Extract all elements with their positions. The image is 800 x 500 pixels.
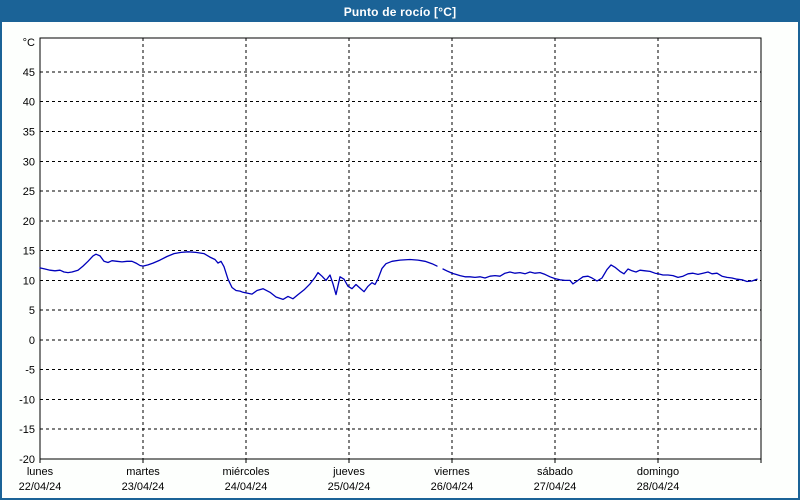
y-tick-label: 25 xyxy=(23,186,35,198)
dewpoint-series-line xyxy=(442,264,758,285)
x-day-name-label: viernes xyxy=(434,466,470,478)
y-tick-label: 5 xyxy=(29,305,35,317)
chart-title-bar: Punto de rocío [°C] xyxy=(2,2,798,22)
x-day-name-label: martes xyxy=(126,466,160,478)
x-day-date-label: 27/04/24 xyxy=(534,481,577,493)
x-day-date-label: 25/04/24 xyxy=(328,481,371,493)
x-day-date-label: 26/04/24 xyxy=(431,481,474,493)
chart-area: 45 40 35 30 25 20 15 10 5 0 -5 -10 -15 -20 °C lunes 22/0… xyxy=(2,22,798,498)
dewpoint-chart-svg: 45 40 35 30 25 20 15 10 5 0 -5 -10 -15 -20 °C lunes 22/0… xyxy=(19,37,762,493)
x-day-date-label: 22/04/24 xyxy=(19,481,62,493)
x-day-date-label: 24/04/24 xyxy=(225,481,268,493)
x-day-name-label: miércoles xyxy=(222,466,270,478)
y-tick-label: 30 xyxy=(23,156,35,168)
dewpoint-series-line xyxy=(39,251,438,301)
y-tick-label: 40 xyxy=(23,97,35,109)
y-tick-label: 20 xyxy=(23,216,35,228)
y-tick-label: 10 xyxy=(23,275,35,287)
x-day-name-label: sábado xyxy=(537,466,573,478)
x-day-date-label: 23/04/24 xyxy=(122,481,165,493)
y-tick-label: -10 xyxy=(19,394,35,406)
y-tick-label: 0 xyxy=(29,335,35,347)
x-day-name-label: jueves xyxy=(332,466,365,478)
y-tick-label: -15 xyxy=(19,424,35,436)
plot-border xyxy=(39,37,762,460)
chart-title: Punto de rocío [°C] xyxy=(343,5,457,19)
y-tick-label: -5 xyxy=(25,365,35,377)
y-tick-label: -20 xyxy=(19,454,35,466)
x-day-name-label: domingo xyxy=(637,466,679,478)
y-axis-unit-label: °C xyxy=(23,37,35,49)
y-tick-label: 15 xyxy=(23,246,35,258)
x-day-name-label: lunes xyxy=(27,466,54,478)
y-tick-label: 35 xyxy=(23,126,35,138)
x-day-date-label: 28/04/24 xyxy=(637,481,680,493)
y-tick-label: 45 xyxy=(23,67,35,79)
